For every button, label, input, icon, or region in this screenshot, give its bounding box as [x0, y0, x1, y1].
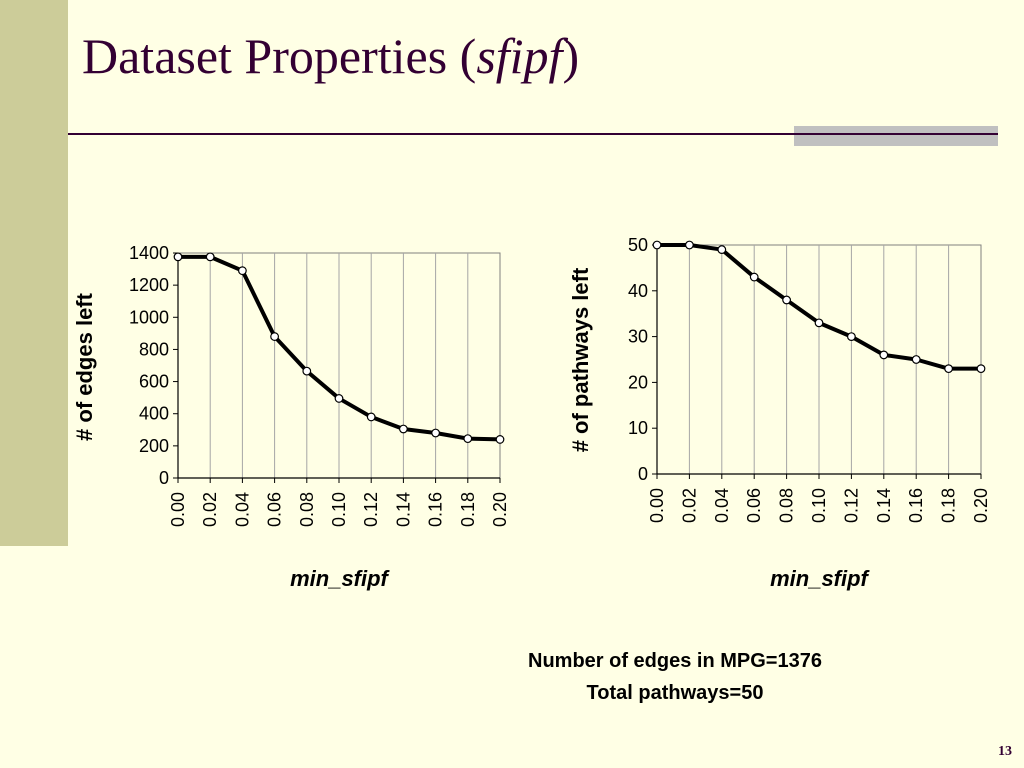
title-main: Dataset Properties (: [82, 28, 477, 84]
edges-x-tick-label: 0.20: [490, 492, 510, 527]
title-italic: sfipf: [476, 28, 563, 84]
edges-x-tick-label: 0.12: [361, 492, 381, 527]
edges-y-tick-label: 1400: [129, 243, 169, 263]
edges-data-point: [334, 394, 344, 403]
edges-x-tick-label: 0.00: [168, 492, 188, 527]
edges-x-tick-label: 0.16: [426, 492, 446, 527]
pathways-data-point: [717, 245, 727, 254]
title-rule: [68, 133, 998, 135]
pathways-y-tick-label: 30: [628, 327, 648, 347]
edges-y-tick-label: 200: [139, 436, 169, 456]
edges-y-tick-label: 0: [159, 468, 169, 488]
edges-data-point: [302, 366, 312, 376]
pathways-x-tick-label: 0.02: [679, 488, 699, 523]
edges-y-tick-label: 400: [139, 404, 169, 424]
pathways-data-point: [944, 364, 953, 374]
note-pathways: Total pathways=50: [586, 682, 764, 704]
pathways-data-point: [685, 240, 694, 250]
pathways-y-tick-label: 50: [628, 235, 648, 255]
edges-data-point: [495, 435, 505, 444]
pathways-y-tick-label: 10: [628, 418, 648, 438]
title-accent-bar: [794, 126, 998, 146]
edges-y-tick-label: 1200: [129, 275, 169, 295]
pathways-data-point: [847, 332, 856, 342]
pathways-x-tick-label: 0.14: [874, 488, 894, 523]
pathways-data-point: [976, 364, 986, 374]
pathways-x-tick-label: 0.06: [744, 488, 764, 523]
pathways-x-tick-label: 0.04: [712, 488, 732, 523]
pathways-data-point: [814, 318, 824, 328]
pathways-x-tick-label: 0.16: [906, 488, 926, 523]
edges-data-point: [431, 428, 441, 438]
side-band: [0, 0, 68, 546]
pathways-data-point: [782, 295, 791, 305]
edges-data-point: [237, 266, 247, 276]
slide-title: Dataset Properties (sfipf): [82, 26, 579, 86]
page-number: 13: [998, 744, 1012, 759]
edges-data-point: [270, 332, 280, 341]
pathways-x-tick-label: 0.12: [841, 488, 861, 523]
edges-x-tick-label: 0.04: [232, 492, 252, 527]
pathways-x-tick-label: 0.08: [777, 488, 797, 523]
pathways-x-tick-label: 0.18: [939, 488, 959, 523]
edges-data-point: [366, 412, 376, 422]
edges-data-point: [399, 424, 408, 434]
pathways-data-point: [652, 240, 662, 250]
edges-x-tick-label: 0.18: [458, 492, 478, 527]
edges-x-tick-label: 0.06: [265, 492, 285, 527]
pathways-y-tick-label: 20: [628, 372, 648, 392]
edges-y-tick-label: 800: [139, 339, 169, 359]
edges-x-axis-title: min_sfipf: [290, 566, 390, 591]
pathways-data-point: [879, 350, 889, 360]
title-close: ): [562, 28, 580, 84]
pathways-x-tick-label: 0.20: [971, 488, 991, 523]
edges-y-tick-label: 1000: [129, 307, 169, 327]
edges-x-tick-label: 0.14: [393, 492, 413, 527]
pathways-x-axis-title: min_sfipf: [770, 566, 870, 591]
edges-data-point: [205, 252, 215, 262]
pathways-data-point: [911, 355, 921, 364]
edges-y-axis-title: # of edges left: [72, 292, 97, 441]
pathways-y-tick-label: 40: [628, 281, 648, 301]
pathways-x-tick-label: 0.00: [647, 488, 667, 523]
edges-x-tick-label: 0.08: [297, 492, 317, 527]
pathways-x-tick-label: 0.10: [809, 488, 829, 523]
pathways-data-point: [749, 272, 759, 282]
edges-x-tick-label: 0.10: [329, 492, 349, 527]
edges-x-tick-label: 0.02: [200, 492, 220, 527]
edges-data-point: [173, 252, 183, 262]
edges-data-point: [463, 434, 473, 444]
pathways-y-axis-title: # of pathways left: [568, 267, 593, 452]
title-rule-end: [794, 133, 998, 135]
pathways-y-tick-label: 0: [638, 464, 648, 484]
note-edges: Number of edges in MPG=1376: [528, 650, 822, 672]
edges-y-tick-label: 600: [139, 372, 169, 392]
